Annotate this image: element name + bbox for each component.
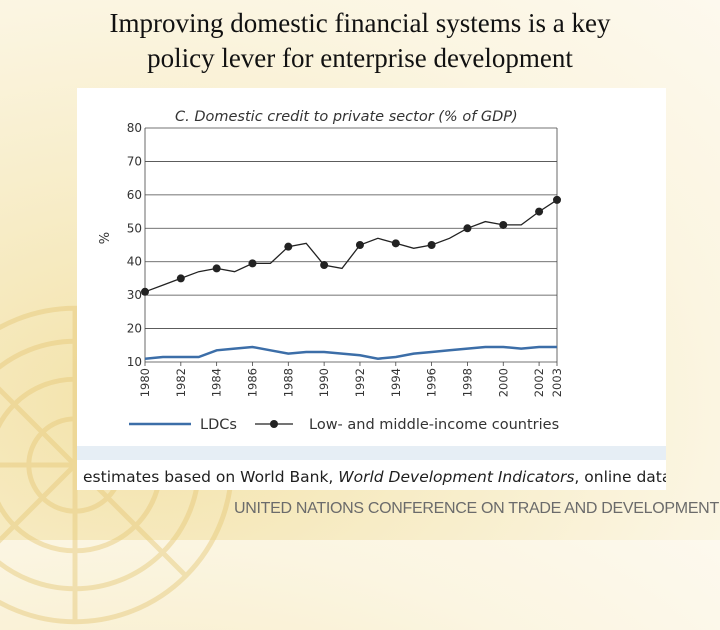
x-tick-label: 1994 [389, 368, 403, 397]
slide-title: Improving domestic financial systems is … [0, 6, 720, 76]
slide-title-line-1: Improving domestic financial systems is … [109, 8, 611, 38]
data-point [391, 239, 400, 248]
legend-swatch-marker [270, 420, 278, 428]
x-tick-label: 2002 [532, 368, 546, 397]
data-point [248, 259, 257, 268]
x-tick-label: 1998 [460, 368, 474, 397]
x-tick-label: 1984 [210, 368, 224, 397]
y-tick-label: 30 [127, 288, 142, 302]
data-point [553, 195, 561, 204]
y-tick-label: 80 [127, 121, 142, 135]
y-tick-label: 10 [127, 355, 142, 369]
x-tick-label: 1980 [138, 368, 152, 397]
x-tick-label: 1992 [353, 368, 367, 397]
source-prefix: estimates based on World Bank, [83, 468, 339, 486]
x-tick-label: 2003 [550, 368, 564, 397]
data-point [320, 261, 329, 270]
y-tick-label: 20 [127, 322, 142, 336]
data-point [141, 287, 149, 296]
x-tick-label: 1988 [281, 368, 295, 397]
x-tick-label: 2000 [496, 368, 510, 397]
x-tick-label: 1990 [317, 368, 331, 397]
data-point [535, 207, 544, 216]
y-tick-label: 40 [127, 255, 142, 269]
slide-title-line-2: policy lever for enterprise development [147, 43, 573, 73]
y-tick-label: 70 [127, 154, 142, 168]
data-point [427, 241, 436, 249]
legend-label-lmic: Low- and middle-income countries [309, 417, 559, 433]
source-publication: World Development Indicators [338, 468, 575, 486]
data-point [463, 224, 472, 233]
data-point [176, 274, 185, 283]
y-axis-label: % [98, 232, 113, 244]
data-point [355, 241, 364, 249]
data-point [212, 264, 221, 273]
y-tick-label: 50 [127, 221, 142, 235]
chart-title: C. Domestic credit to private sector (% … [175, 109, 518, 125]
series-line-0 [144, 345, 557, 360]
x-tick-label: 1996 [425, 368, 439, 397]
source-note: estimates based on World Bank, World Dev… [77, 446, 666, 490]
x-tick-label: 1982 [174, 368, 188, 397]
data-point [499, 220, 508, 229]
y-tick-label: 60 [127, 188, 142, 202]
chart-panel: C. Domestic credit to private sector (% … [77, 88, 666, 490]
credit-chart: C. Domestic credit to private sector (% … [98, 109, 564, 433]
footer-organization: UNITED NATIONS CONFERENCE ON TRADE AND D… [234, 500, 719, 517]
source-suffix: , online data. [574, 468, 666, 486]
legend-label-ldcs: LDCs [200, 417, 237, 433]
x-tick-label: 1986 [245, 368, 259, 397]
data-point [284, 242, 293, 251]
series-line-1 [144, 199, 558, 293]
